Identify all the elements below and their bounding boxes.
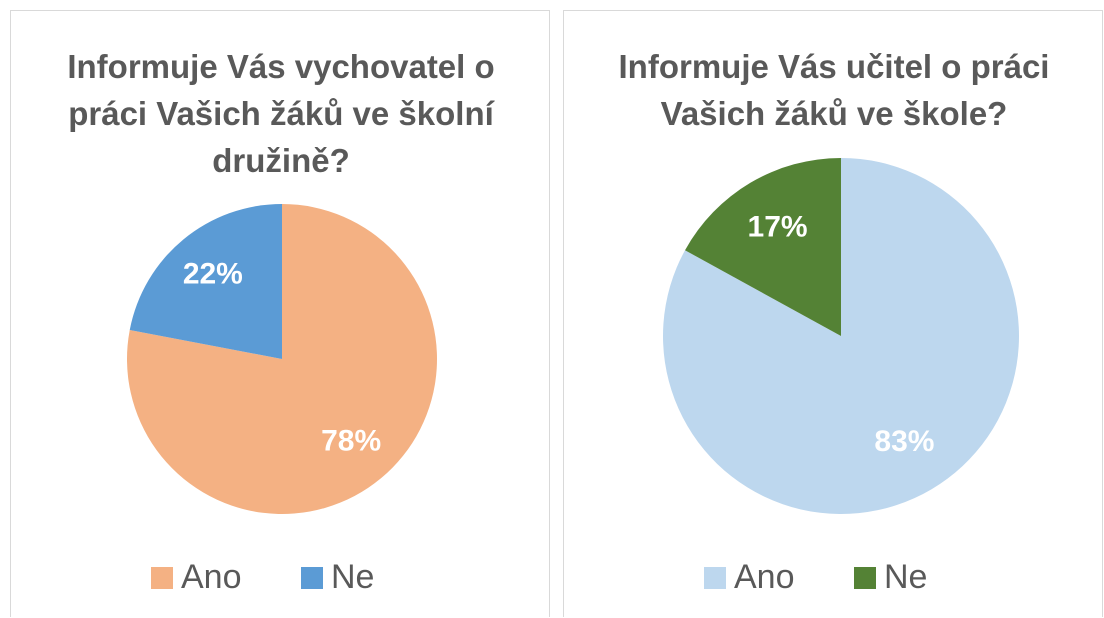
legend-label: Ano	[181, 558, 242, 596]
legend-swatch	[704, 567, 726, 589]
chart-panel: Informuje Vás učitel o práci Vašich žáků…	[563, 10, 1103, 617]
legend-label: Ne	[331, 558, 374, 596]
legend-label: Ne	[884, 558, 927, 596]
legend-label: Ano	[734, 558, 795, 596]
chart-panel: Informuje Vás vychovatel o práci Vašich …	[10, 10, 550, 617]
data-label: 78%	[321, 425, 381, 458]
chart: 83% 17% Ano Ne	[663, 158, 1019, 596]
chart: 78% 22% Ano Ne	[127, 204, 437, 596]
data-label: 17%	[748, 211, 808, 244]
pie-slice	[127, 204, 437, 514]
chart-title: Informuje Vás učitel o práci Vašich žáků…	[618, 48, 1050, 132]
pie-slice	[685, 158, 841, 336]
pie-slice	[129, 204, 282, 359]
data-label: 22%	[183, 257, 243, 290]
legend-swatch	[301, 567, 323, 589]
legend-swatch	[151, 567, 173, 589]
legend-swatch	[854, 567, 876, 589]
chart-title: Informuje Vás vychovatel o práci Vašich …	[67, 48, 495, 179]
data-label: 83%	[874, 425, 934, 458]
